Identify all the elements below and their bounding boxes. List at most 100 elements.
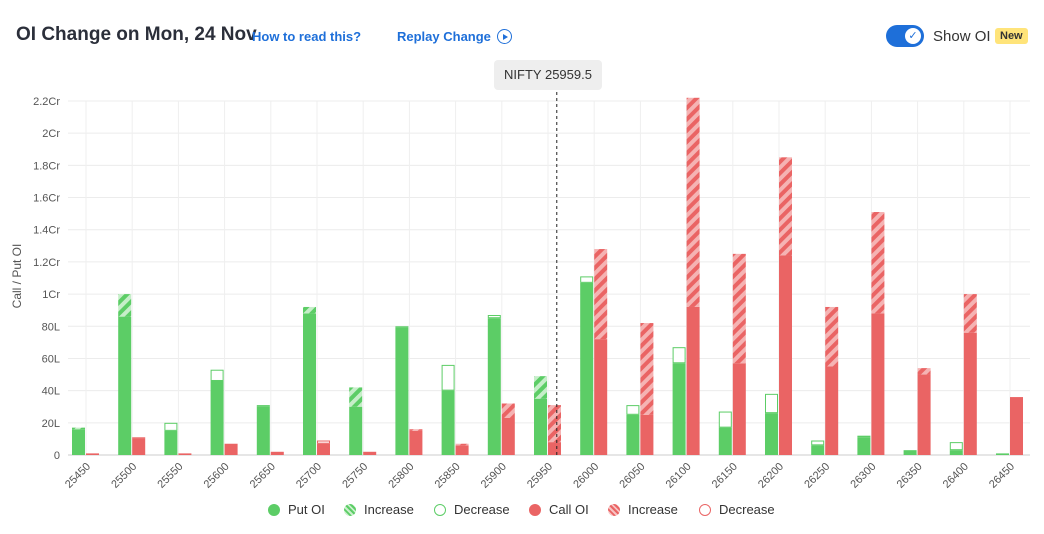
call-oi-bar xyxy=(86,453,99,455)
x-tick-label: 25800 xyxy=(386,461,416,491)
put-oi-bar xyxy=(118,316,132,455)
put-oi-bar xyxy=(349,406,363,455)
x-tick-label: 25450 xyxy=(63,461,93,491)
x-tick-label: 26000 xyxy=(571,461,601,491)
call-increase-bar xyxy=(732,253,746,364)
call-oi-bar xyxy=(917,374,931,455)
x-tick-label: 26250 xyxy=(802,461,832,491)
put-oi-bar xyxy=(303,313,316,455)
put-oi-swatch-icon xyxy=(268,503,280,516)
x-tick-label: 26150 xyxy=(710,461,740,491)
put-oi-bar xyxy=(580,282,594,455)
x-tick-label: 26050 xyxy=(617,461,647,491)
put-oi-bar xyxy=(164,430,178,455)
call-oi-bar xyxy=(640,414,654,455)
call-oi-bar xyxy=(963,332,977,455)
x-tick-label: 25550 xyxy=(155,461,185,491)
call-decrease-swatch-icon xyxy=(699,503,711,516)
legend-label: Decrease xyxy=(454,502,510,517)
legend-call-oi[interactable]: Call OI xyxy=(529,502,589,517)
put-decrease-bar xyxy=(164,422,178,431)
call-oi-bar xyxy=(779,255,792,455)
put-oi-bar xyxy=(487,318,501,455)
put-increase-bar xyxy=(534,376,547,399)
put-oi-bar xyxy=(672,363,686,455)
x-tick-label: 25600 xyxy=(202,461,232,491)
put-decrease-bar xyxy=(210,369,224,381)
put-decrease-bar xyxy=(672,347,686,364)
replay-change-button[interactable]: Replay Change xyxy=(397,29,512,44)
call-oi-bar xyxy=(224,443,238,455)
legend-put-oi[interactable]: Put OI xyxy=(268,502,325,517)
x-tick-label: 25900 xyxy=(479,461,509,491)
call-increase-bar xyxy=(963,294,977,333)
put-oi-bar xyxy=(256,406,270,455)
put-decrease-bar xyxy=(395,326,409,328)
x-tick-label: 25500 xyxy=(109,461,139,491)
put-decrease-bar xyxy=(256,405,270,407)
call-oi-bar xyxy=(409,430,423,455)
legend-label: Call OI xyxy=(549,502,589,517)
put-decrease-swatch-icon xyxy=(434,503,446,516)
put-oi-bar xyxy=(395,327,409,455)
put-oi-bar xyxy=(903,450,917,455)
put-oi-bar xyxy=(72,429,85,455)
how-to-read-link[interactable]: How to read this? xyxy=(252,29,362,44)
show-oi-label: Show OI xyxy=(933,28,991,45)
y-tick-label: 20L xyxy=(42,418,60,430)
y-tick-label: 80L xyxy=(42,321,60,333)
legend-label: Put OI xyxy=(288,502,325,517)
y-tick-label: 1.6Cr xyxy=(33,193,60,205)
put-oi-bar xyxy=(718,427,732,455)
put-decrease-bar xyxy=(811,440,825,446)
put-oi-bar xyxy=(996,453,1009,455)
legend-put-decrease[interactable]: Decrease xyxy=(434,502,510,517)
call-oi-bar xyxy=(594,339,608,455)
x-tick-label: 26450 xyxy=(987,461,1017,491)
y-tick-label: 1.2Cr xyxy=(33,257,60,269)
call-oi-bar xyxy=(732,363,746,455)
call-oi-bar xyxy=(270,451,284,455)
put-oi-bar xyxy=(811,445,825,455)
call-increase-bar xyxy=(779,157,792,256)
put-decrease-bar xyxy=(441,364,455,391)
call-increase-bar xyxy=(455,443,469,446)
put-oi-bar xyxy=(534,398,547,455)
call-oi-bar xyxy=(548,442,561,455)
call-oi-bar xyxy=(501,417,515,455)
legend-call-decrease[interactable]: Decrease xyxy=(699,502,775,517)
legend-label: Decrease xyxy=(719,502,775,517)
call-oi-bar xyxy=(686,306,700,455)
call-oi-bar xyxy=(178,453,192,455)
y-tick-label: 2Cr xyxy=(42,128,60,140)
legend-put-increase[interactable]: Increase xyxy=(344,502,414,517)
call-increase-bar xyxy=(409,429,423,431)
call-oi-bar xyxy=(871,313,885,455)
x-tick-label: 26200 xyxy=(756,461,786,491)
x-tick-label: 26300 xyxy=(848,461,878,491)
show-oi-toggle[interactable]: ✓ xyxy=(886,25,924,47)
put-increase-bar xyxy=(303,306,316,314)
put-increase-bar xyxy=(72,427,85,430)
call-oi-bar xyxy=(363,451,377,455)
put-decrease-bar xyxy=(626,405,640,415)
call-increase-bar xyxy=(548,405,561,443)
x-tick-label: 25700 xyxy=(294,461,324,491)
replay-change-label: Replay Change xyxy=(397,29,491,44)
put-decrease-bar xyxy=(487,315,501,319)
legend-label: Increase xyxy=(628,502,678,517)
x-tick-label: 26400 xyxy=(941,461,971,491)
y-axis-title: Call / Put OI xyxy=(10,244,24,309)
put-oi-bar xyxy=(626,414,640,455)
y-tick-label: 60L xyxy=(42,353,60,365)
call-oi-bar xyxy=(132,438,146,455)
call-increase-bar xyxy=(501,403,515,418)
call-increase-bar xyxy=(917,368,931,375)
legend-label: Increase xyxy=(364,502,414,517)
legend-call-increase[interactable]: Increase xyxy=(608,502,678,517)
check-icon: ✓ xyxy=(905,28,921,44)
x-tick-label: 25650 xyxy=(248,461,278,491)
x-tick-label: 25750 xyxy=(340,461,370,491)
put-decrease-bar xyxy=(765,393,778,414)
